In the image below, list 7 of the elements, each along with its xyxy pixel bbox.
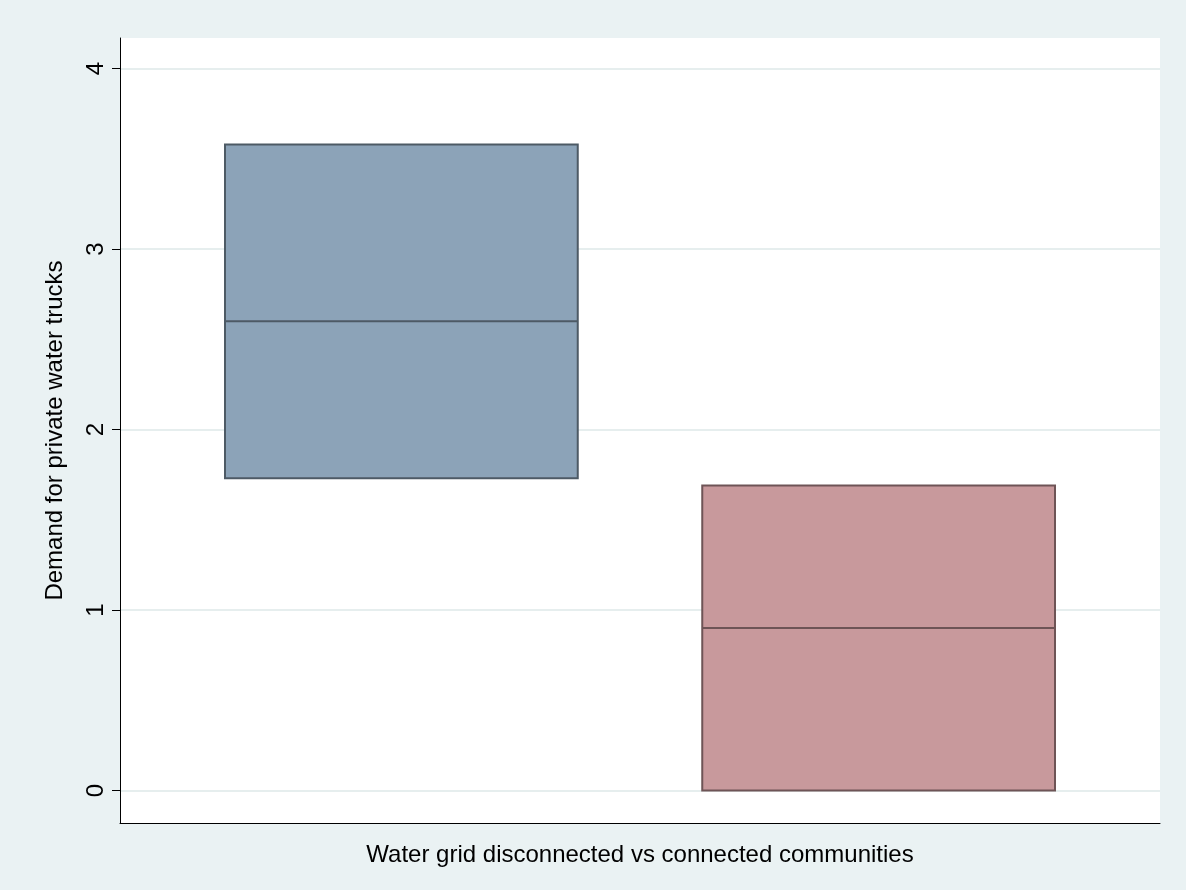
y-tick-label: 4 (80, 62, 108, 76)
x-axis-title: Water grid disconnected vs connected communities (366, 839, 914, 867)
y-tick-label: 1 (80, 603, 108, 617)
y-tick-label: 0 (80, 783, 108, 798)
y-tick-label: 3 (80, 242, 108, 256)
y-axis-title: Demand for private water trucks (39, 260, 67, 601)
y-tick-label: 2 (80, 422, 108, 437)
